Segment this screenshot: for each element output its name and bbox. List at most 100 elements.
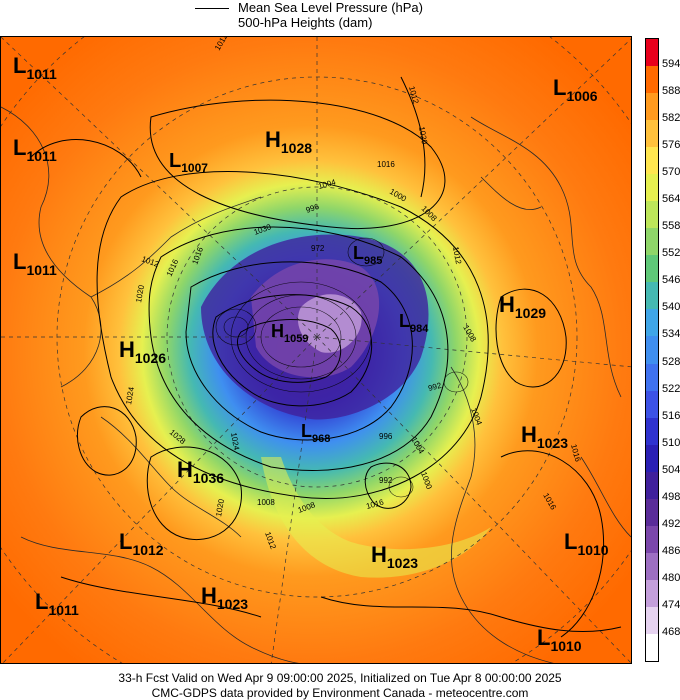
high-pressure-label: H1023 <box>371 542 418 571</box>
system-value: 968 <box>312 433 330 445</box>
colorbar-level-label: 486 <box>662 544 680 557</box>
isobar-value-label: 972 <box>311 244 325 253</box>
system-value: 1026 <box>135 350 166 366</box>
low-pressure-label: L1010 <box>537 625 582 654</box>
system-type: H <box>499 292 515 317</box>
colorbar-segment <box>646 228 658 256</box>
colorbar-segment <box>646 309 658 337</box>
system-type: L <box>13 249 26 274</box>
colorbar-level-label: 516 <box>662 409 680 422</box>
ridge-south <box>261 457 491 578</box>
system-type: L <box>13 53 26 78</box>
colorbar-segment <box>646 174 658 202</box>
system-value: 1011 <box>26 262 57 278</box>
colorbar-segment <box>646 579 658 608</box>
isobar-value-label: 1016 <box>377 160 395 169</box>
high-pressure-label: H1059 <box>271 321 308 345</box>
high-pressure-label: H1026 <box>119 337 166 366</box>
colorbar-segment <box>646 498 658 527</box>
system-type: H <box>201 583 217 608</box>
system-type: L <box>35 589 48 614</box>
system-value: 1029 <box>515 305 546 321</box>
colorbar-segment <box>646 363 658 392</box>
low-pressure-label: L1012 <box>119 529 164 558</box>
system-value: 984 <box>410 323 429 335</box>
colorbar-level-label: 498 <box>662 490 680 503</box>
system-value: 1023 <box>387 555 418 571</box>
colorbar <box>645 38 659 662</box>
high-pressure-label: H1029 <box>499 292 546 321</box>
low-pressure-label: L984 <box>399 311 429 335</box>
legend-pressure-label: Mean Sea Level Pressure (hPa) <box>238 0 423 15</box>
high-pressure-label: H1028 <box>265 127 312 156</box>
colorbar-level-label: 492 <box>662 517 680 530</box>
isobars <box>30 76 622 638</box>
isobar-value-label: 992 <box>427 381 443 393</box>
system-type: L <box>353 243 364 263</box>
isobar-value-label: 1012 <box>451 246 463 266</box>
isobar-value-label: 996 <box>379 432 393 441</box>
colorbar-level-label: 588 <box>662 85 680 98</box>
colorbar-level-label: 576 <box>662 139 680 152</box>
low-pressure-label: L1006 <box>553 75 598 104</box>
isobar-value-label: 996 <box>305 202 321 215</box>
system-type: L <box>169 150 181 172</box>
colorbar-segment <box>646 282 658 310</box>
legend-heights-label: 500-hPa Heights (dam) <box>238 15 373 30</box>
colorbar-segment <box>646 255 658 283</box>
colorbar-level-label: 474 <box>662 598 680 611</box>
isobar-value-label: 1008 <box>257 498 275 507</box>
colorbar-segment <box>646 93 658 121</box>
colorbar-segment <box>646 147 658 175</box>
system-type: L <box>13 135 26 160</box>
data-credit-line: CMC-GDPS data provided by Environment Ca… <box>151 686 529 700</box>
system-value: 985 <box>364 255 382 267</box>
system-value: 1012 <box>132 542 163 558</box>
low-pressure-label: L968 <box>301 421 330 445</box>
graticule <box>1 37 631 663</box>
system-value: 1011 <box>48 602 79 618</box>
system-type: L <box>553 75 566 100</box>
pressure-systems: L1011L1011L1011L1007H1028L1006L985H1029H… <box>13 53 609 654</box>
low-pressure-label: L1011 <box>13 135 57 164</box>
colorbar-segment <box>646 552 658 581</box>
system-type: H <box>265 127 281 152</box>
legend-line-sample <box>195 8 229 9</box>
vortex-center <box>297 294 362 353</box>
isobar-value-label: 992 <box>379 476 393 485</box>
colorbar-segment <box>646 417 658 446</box>
isobar-value-label: 1024 <box>124 386 136 406</box>
system-type: L <box>537 625 550 650</box>
system-value: 1006 <box>566 88 597 104</box>
system-value: 1011 <box>26 66 57 82</box>
colorbar-segment <box>646 336 658 364</box>
system-type: L <box>119 529 132 554</box>
system-type: L <box>399 311 410 331</box>
legend: Mean Sea Level Pressure (hPa) 500-hPa He… <box>190 0 510 34</box>
high-pressure-label: H1023 <box>521 422 568 451</box>
colorbar-level-label: 534 <box>662 328 680 341</box>
colorbar-segment <box>646 201 658 229</box>
colorbar-segment <box>646 633 658 662</box>
system-value: 1010 <box>550 638 581 654</box>
colorbar-segment <box>646 66 658 94</box>
high-pressure-label: H1023 <box>201 583 248 612</box>
colorbar-segment <box>646 444 658 473</box>
colorbar-segment <box>646 606 658 635</box>
colorbar-level-label: 552 <box>662 247 680 260</box>
low-pressure-label: L1011 <box>35 589 79 618</box>
system-type: L <box>564 529 577 554</box>
system-value: 1011 <box>26 148 57 164</box>
isobar-value-label: 1020 <box>134 284 146 304</box>
system-type: H <box>119 337 135 362</box>
forecast-valid-line: 33-h Fcst Valid on Wed Apr 9 09:00:00 20… <box>118 671 562 685</box>
colorbar-level-label: 564 <box>662 193 680 206</box>
isobar-value-label: 1024 <box>229 432 241 452</box>
isobar-value-label: 1020 <box>417 126 429 146</box>
colorbar-segment <box>646 120 658 148</box>
system-value: 1007 <box>181 161 208 175</box>
colorbar-level-label: 546 <box>662 274 680 287</box>
colorbar-level-label: 468 <box>662 625 680 638</box>
colorbar-level-label: 480 <box>662 571 680 584</box>
